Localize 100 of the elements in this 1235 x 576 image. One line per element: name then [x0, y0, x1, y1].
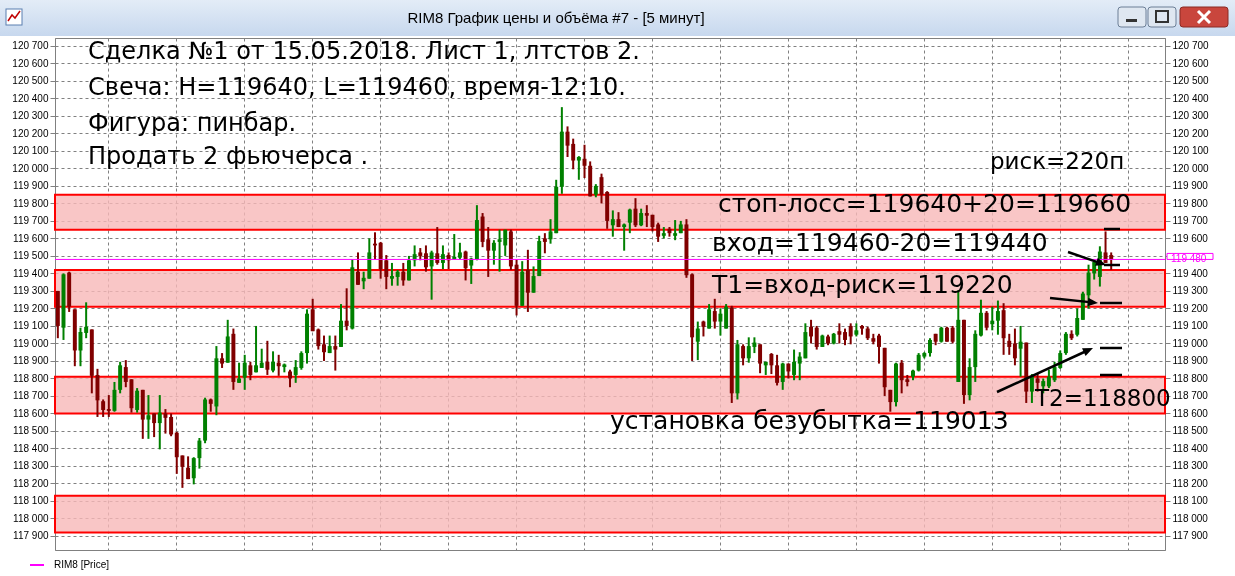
candlestick — [435, 226, 440, 266]
y2-tick-label: 120 600 — [1172, 57, 1210, 69]
candlestick — [265, 339, 270, 376]
y-tick-label: 120 100 — [12, 145, 49, 157]
candlestick — [254, 324, 259, 374]
candlestick — [406, 254, 411, 282]
candlestick — [237, 361, 242, 384]
candlestick — [877, 332, 881, 365]
y2-tick-label: 119 400 — [1172, 267, 1209, 279]
y-tick-label: 119 400 — [13, 267, 49, 279]
candlestick — [775, 353, 780, 387]
y-tick-label: 118 500 — [13, 425, 49, 437]
candlestick — [152, 412, 157, 439]
y-tick-label: 118 300 — [13, 460, 49, 472]
annotation: риск=220п — [990, 148, 1125, 175]
candlestick — [1012, 327, 1017, 367]
y-tick-label: 120 400 — [12, 92, 49, 104]
candlestick — [463, 249, 468, 282]
y2-tick-label: 118 300 — [1172, 460, 1209, 472]
candlestick — [837, 322, 842, 345]
y2-tick-label: 120 100 — [1172, 145, 1210, 157]
annotation: T1=вход-риск=119220 — [712, 270, 1013, 300]
y-tick-label: 120 600 — [12, 57, 49, 69]
candlestick — [322, 334, 326, 362]
candlestick — [622, 222, 627, 252]
candlestick — [848, 322, 853, 346]
y2-tick-label: 118 900 — [1172, 355, 1209, 367]
y2-tick-label: 119 700 — [1172, 215, 1209, 227]
candlestick — [673, 219, 678, 242]
candlestick — [271, 350, 276, 374]
candlestick — [1007, 332, 1012, 356]
y-tick-label: 118 100 — [13, 495, 49, 507]
candlestick — [741, 343, 746, 367]
y2-tick-label: 118 700 — [1172, 390, 1209, 402]
y2-tick-label: 118 400 — [1172, 442, 1209, 454]
candlestick — [259, 347, 264, 369]
candlestick — [769, 352, 774, 376]
annotation: установка безубытка=119013 — [610, 406, 1009, 436]
candlestick — [242, 353, 247, 391]
candlestick — [491, 239, 496, 266]
candlestick — [542, 232, 547, 255]
candlestick — [780, 361, 785, 391]
candlestick — [1046, 368, 1051, 390]
y2-tick-label: 118 800 — [1172, 372, 1209, 384]
y2-tick-label: 119 900 — [1172, 180, 1209, 192]
candlestick — [814, 324, 819, 351]
annotation: Фигура: пинбар. — [88, 109, 297, 138]
y2-tick-label: 119 600 — [1172, 232, 1209, 244]
candlestick — [191, 456, 196, 486]
candlestick — [163, 408, 168, 435]
y-tick-label: 119 900 — [13, 180, 49, 192]
y2-tick-label: 118 500 — [1172, 425, 1209, 437]
y-tick-label: 119 000 — [13, 337, 49, 349]
candlestick — [356, 251, 360, 286]
candlestick — [84, 301, 89, 340]
y2-tick-label: 120 400 — [1172, 92, 1210, 104]
y-tick-label: 120 000 — [12, 162, 49, 174]
candlestick — [576, 155, 581, 181]
y2-tick-label: 120 500 — [1172, 75, 1210, 87]
y2-tick-label: 119 800 — [1172, 197, 1209, 209]
y-tick-label: 119 500 — [13, 250, 49, 262]
y-tick-label: 118 400 — [13, 442, 49, 454]
y-tick-label: 118 000 — [13, 512, 49, 524]
candlestick — [995, 299, 1000, 336]
candlestick — [157, 394, 162, 451]
candlestick — [1018, 324, 1023, 378]
annotation: Свеча: H=119640, L=119460, время-12:10. — [88, 73, 626, 102]
candlestick — [429, 249, 434, 301]
candlestick — [525, 248, 530, 313]
candlestick — [531, 265, 536, 294]
annotation: стоп-лосс=119640+20=119660 — [718, 189, 1132, 219]
y2-tick-label: 120 000 — [1172, 162, 1210, 174]
y-tick-label: 117 900 — [13, 530, 49, 542]
candlestick — [1086, 263, 1091, 310]
y2-tick-label: 118 000 — [1172, 512, 1209, 524]
candlestick — [344, 287, 349, 332]
candlestick — [169, 412, 174, 438]
candlestick — [978, 298, 983, 338]
candlestick — [724, 303, 729, 330]
candlestick — [758, 343, 763, 375]
y2-tick-label: 119 100 — [1172, 320, 1209, 332]
y-tick-label: 119 300 — [13, 285, 49, 297]
candlestick — [1029, 373, 1034, 404]
candlestick — [146, 394, 151, 440]
annotation: Сделка №1 от 15.05.2018. Лист 1, лтстов 2. — [88, 37, 640, 66]
y-tick-label: 120 700 — [12, 40, 49, 52]
candlestick — [695, 320, 700, 362]
annotation: вход=119460-20=119440 — [712, 228, 1048, 258]
candlestick — [1075, 307, 1080, 338]
y2-tick-label: 120 300 — [1172, 110, 1210, 122]
y-tick-label: 118 200 — [13, 477, 49, 489]
candlestick — [333, 334, 338, 372]
y2-tick-label: 119 300 — [1172, 285, 1209, 297]
candlestick — [401, 261, 406, 287]
chart-title: RIM8 График цены и объёма #7 - [5 минут] — [406, 9, 706, 26]
candlestick — [627, 207, 632, 235]
candlestick — [718, 307, 723, 337]
candlestick — [712, 297, 717, 330]
candlestick — [248, 360, 253, 382]
candlestick — [389, 261, 394, 287]
